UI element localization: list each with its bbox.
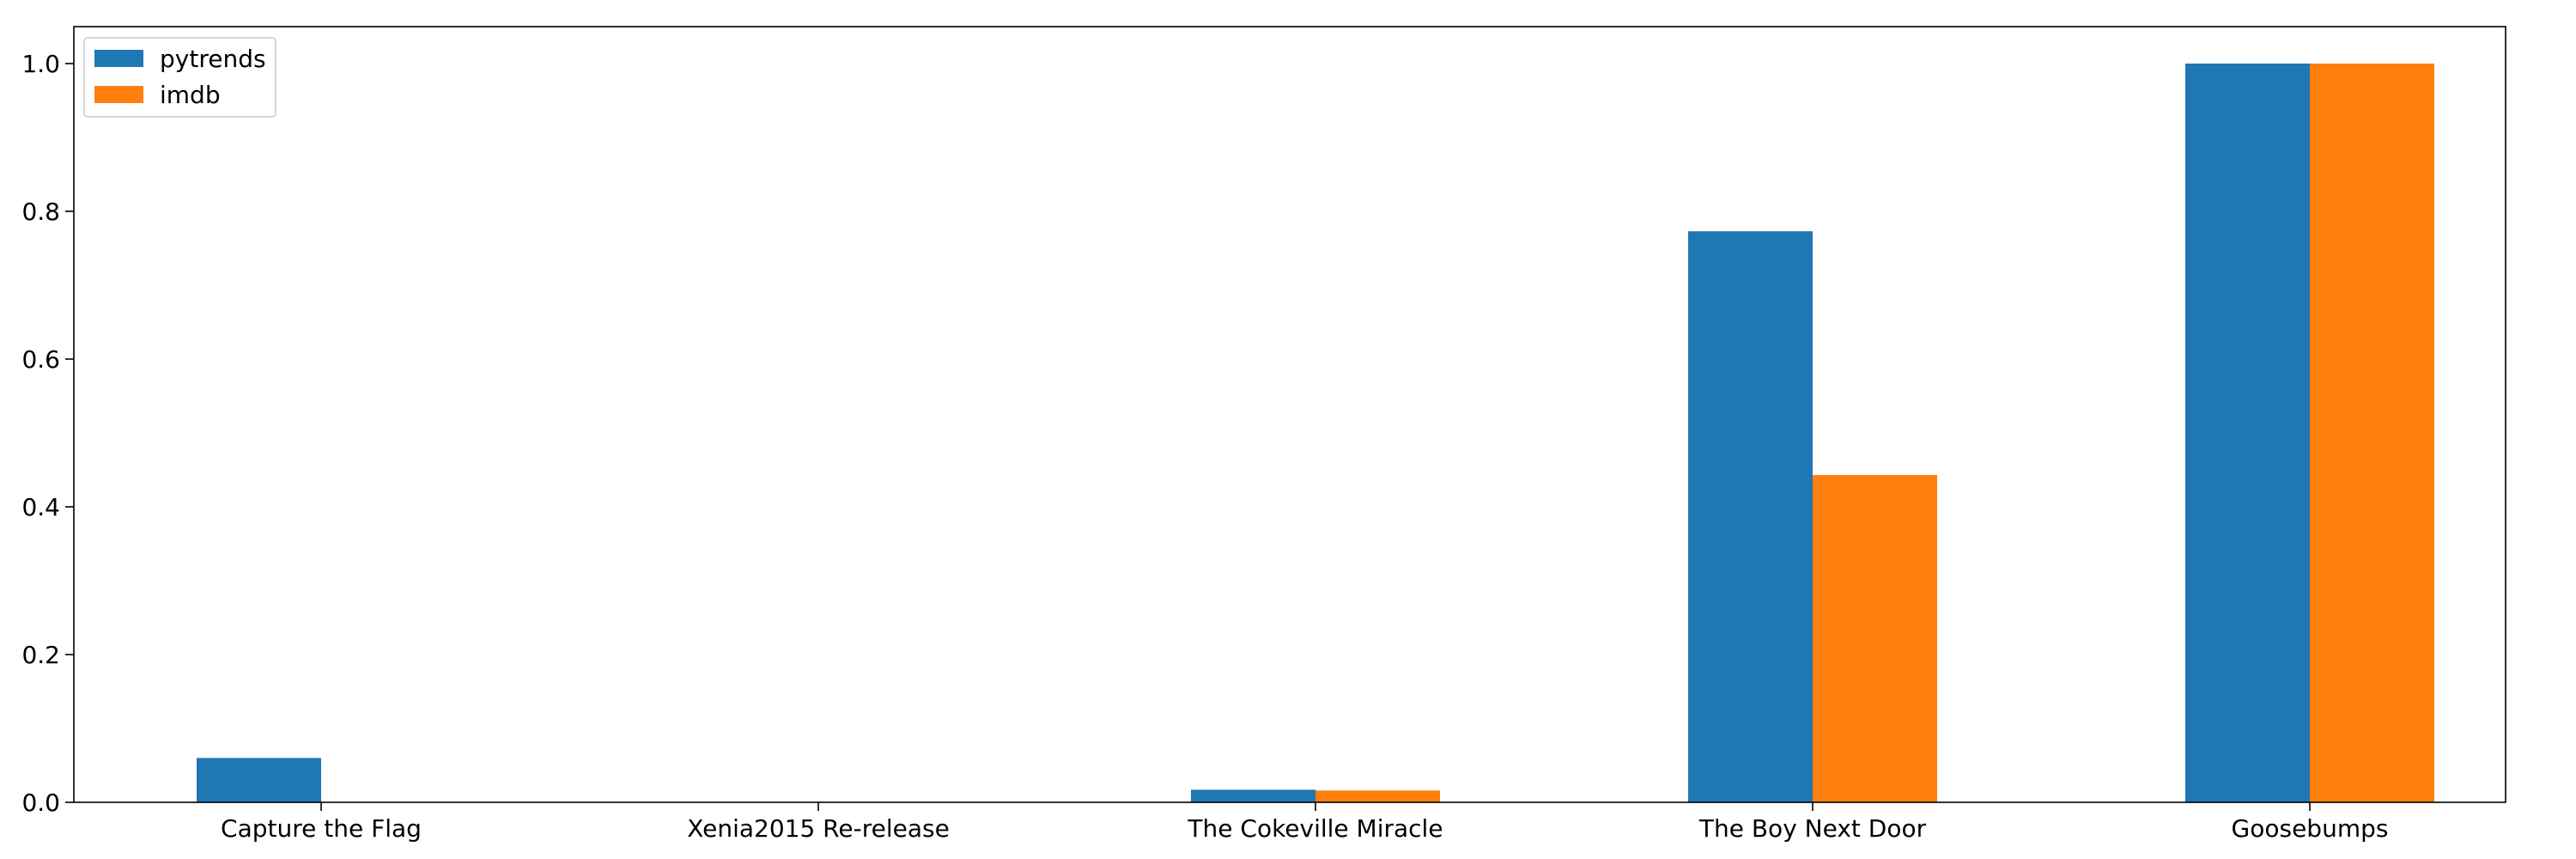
legend-swatch-pytrends — [94, 50, 143, 67]
x-tick-label: Capture the Flag — [221, 814, 422, 843]
y-tick-label: 0.8 — [21, 198, 60, 226]
x-tick-label: The Boy Next Door — [1698, 814, 1927, 843]
plot-frame — [73, 26, 2506, 803]
legend-swatch-imdb — [94, 86, 143, 103]
y-axis: 0.0 0.2 0.4 0.6 0.8 1.0 — [21, 50, 74, 817]
y-tick-label: 0.4 — [21, 493, 60, 521]
y-tick-label: 0.0 — [21, 789, 60, 817]
bar-imdb-2 — [1315, 790, 1440, 802]
bar-imdb-4 — [2310, 64, 2434, 802]
y-tick-label: 1.0 — [21, 50, 60, 78]
bars-layer — [197, 64, 2434, 803]
bar-pytrends-4 — [2185, 64, 2310, 802]
bar-pytrends-2 — [1191, 789, 1315, 802]
bar-pytrends-0 — [197, 758, 321, 802]
y-tick-label: 0.6 — [21, 345, 60, 374]
x-axis: Capture the Flag Xenia2015 Re-release The … — [221, 802, 2388, 843]
x-tick-label: Goosebumps — [2232, 814, 2389, 843]
legend-label-pytrends: pytrends — [160, 45, 266, 73]
x-tick-label: The Cokeville Miracle — [1187, 814, 1443, 843]
bar-imdb-3 — [1813, 475, 1937, 802]
legend: pytrends imdb — [83, 37, 276, 118]
x-tick-label: Xenia2015 Re-release — [687, 814, 950, 843]
legend-label-imdb: imdb — [160, 81, 221, 109]
y-tick-label: 0.2 — [21, 641, 60, 669]
bar-pytrends-3 — [1688, 231, 1813, 803]
